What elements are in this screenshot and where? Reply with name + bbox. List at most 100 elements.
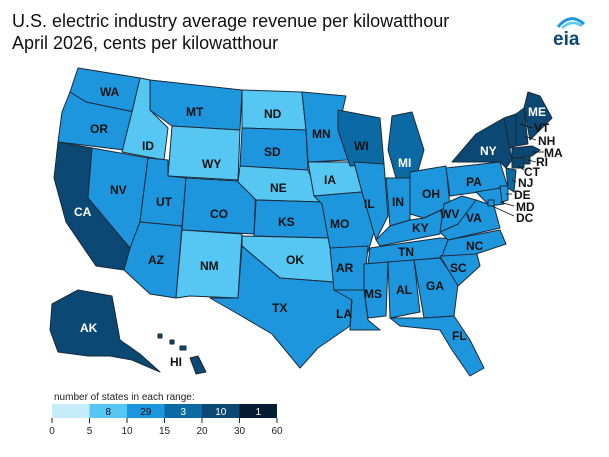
label-wy: WY bbox=[202, 157, 221, 171]
label-pa: PA bbox=[466, 175, 482, 189]
legend-bins: 8 29 3 10 1 bbox=[52, 404, 277, 418]
label-mt: MT bbox=[186, 105, 204, 119]
label-nd: ND bbox=[264, 107, 282, 121]
label-wv: WV bbox=[440, 207, 459, 221]
label-oh: OH bbox=[422, 187, 440, 201]
label-nm: NM bbox=[200, 259, 219, 273]
state-ky[interactable] bbox=[375, 205, 451, 247]
legend-count-4: 10 bbox=[215, 407, 227, 418]
label-ne: NE bbox=[270, 181, 287, 195]
state-md[interactable] bbox=[475, 187, 505, 207]
state-nm[interactable] bbox=[175, 229, 243, 299]
label-ca: CA bbox=[74, 205, 92, 219]
label-al: AL bbox=[396, 283, 412, 297]
label-ma: MA bbox=[544, 146, 563, 160]
label-vt: VT bbox=[534, 121, 550, 135]
label-ny: NY bbox=[480, 144, 497, 158]
label-ks: KS bbox=[278, 215, 295, 229]
legend-title: number of states in each range: bbox=[54, 392, 195, 403]
label-wi: WI bbox=[354, 139, 369, 153]
label-fl: FL bbox=[452, 329, 467, 343]
label-co: CO bbox=[210, 207, 228, 221]
state-nc[interactable] bbox=[441, 229, 507, 257]
legend-count-1: 8 bbox=[105, 407, 111, 418]
legend-tick-label-2: 10 bbox=[121, 426, 133, 437]
label-ga: GA bbox=[426, 279, 444, 293]
state-ga[interactable] bbox=[413, 257, 459, 319]
label-sd: SD bbox=[264, 145, 281, 159]
eia-logo-text: eia bbox=[553, 29, 580, 50]
state-ms[interactable] bbox=[363, 261, 389, 319]
legend-tick-label-0: 0 bbox=[49, 426, 55, 437]
legend-count-3: 3 bbox=[180, 407, 186, 418]
legend-tick-label-3: 15 bbox=[159, 426, 171, 437]
state-de[interactable] bbox=[499, 185, 509, 203]
map-subtitle: April 2026, cents per kilowatthour bbox=[12, 33, 279, 53]
label-wa: WA bbox=[100, 85, 120, 99]
state-ma[interactable] bbox=[511, 145, 541, 159]
label-mi: MI bbox=[398, 156, 411, 170]
state-fl[interactable] bbox=[389, 315, 485, 377]
label-sc: SC bbox=[450, 261, 467, 275]
state-wv[interactable] bbox=[439, 195, 477, 233]
state-hi[interactable] bbox=[189, 355, 207, 375]
legend-bin-1 bbox=[89, 404, 127, 418]
label-az: AZ bbox=[148, 253, 164, 267]
label-nh: NH bbox=[538, 134, 555, 148]
label-ky: KY bbox=[412, 221, 429, 235]
label-ct: CT bbox=[524, 165, 541, 179]
state-dc[interactable] bbox=[487, 199, 495, 207]
legend-tick-label-1: 5 bbox=[87, 426, 93, 437]
legend-bin-4 bbox=[202, 404, 240, 418]
label-ut: UT bbox=[156, 195, 173, 209]
state-tx[interactable] bbox=[209, 245, 353, 369]
label-tn: TN bbox=[398, 245, 414, 259]
legend-ticks: 0 5 10 15 20 30 60 bbox=[49, 418, 283, 437]
label-in: IN bbox=[392, 195, 404, 209]
eia-logo: eia bbox=[553, 17, 585, 50]
leader-lines bbox=[491, 123, 544, 217]
label-la: LA bbox=[336, 307, 352, 321]
state-il[interactable] bbox=[353, 161, 389, 241]
state-wi[interactable] bbox=[337, 109, 385, 167]
state-labels: WA OR CA ID NV MT WY UT CO AZ NM ND SD N… bbox=[74, 85, 563, 369]
legend-tick-label-5: 30 bbox=[234, 426, 246, 437]
state-hi-isle bbox=[157, 333, 187, 351]
label-nv: NV bbox=[110, 183, 127, 197]
map-title-line1: U.S. electric industry average revenue p… bbox=[12, 11, 450, 31]
label-hi: HI bbox=[170, 355, 182, 369]
label-md: MD bbox=[516, 200, 535, 214]
legend-tick-label-4: 20 bbox=[196, 426, 208, 437]
label-mn: MN bbox=[312, 127, 331, 141]
legend-tick-label-6: 60 bbox=[271, 426, 283, 437]
label-ar: AR bbox=[336, 261, 354, 275]
label-nc: NC bbox=[466, 239, 484, 253]
map-title: U.S. electric industry average revenue p… bbox=[12, 10, 449, 54]
legend-count-2: 29 bbox=[140, 407, 152, 418]
legend-count-5: 1 bbox=[255, 407, 261, 418]
label-ak: AK bbox=[80, 321, 98, 335]
state-ri[interactable] bbox=[523, 155, 531, 165]
label-ri: RI bbox=[536, 155, 548, 169]
label-de: DE bbox=[514, 188, 531, 202]
state-ak[interactable] bbox=[49, 289, 161, 373]
legend-bin-0 bbox=[52, 404, 90, 418]
label-or: OR bbox=[90, 122, 108, 136]
label-mo: MO bbox=[330, 217, 349, 231]
label-id: ID bbox=[142, 139, 154, 153]
label-me: ME bbox=[528, 105, 546, 119]
state-ct[interactable] bbox=[511, 157, 525, 169]
state-al[interactable] bbox=[387, 259, 421, 319]
state-nj[interactable] bbox=[505, 167, 517, 193]
label-ok: OK bbox=[286, 253, 304, 267]
legend-bin-2 bbox=[127, 404, 165, 418]
legend-bin-3 bbox=[164, 404, 202, 418]
label-ms: MS bbox=[364, 287, 382, 301]
label-ia: IA bbox=[324, 173, 336, 187]
label-tx: TX bbox=[272, 301, 287, 315]
legend-bin-5 bbox=[239, 404, 277, 418]
label-dc: DC bbox=[516, 211, 534, 225]
label-il: IL bbox=[364, 197, 375, 211]
